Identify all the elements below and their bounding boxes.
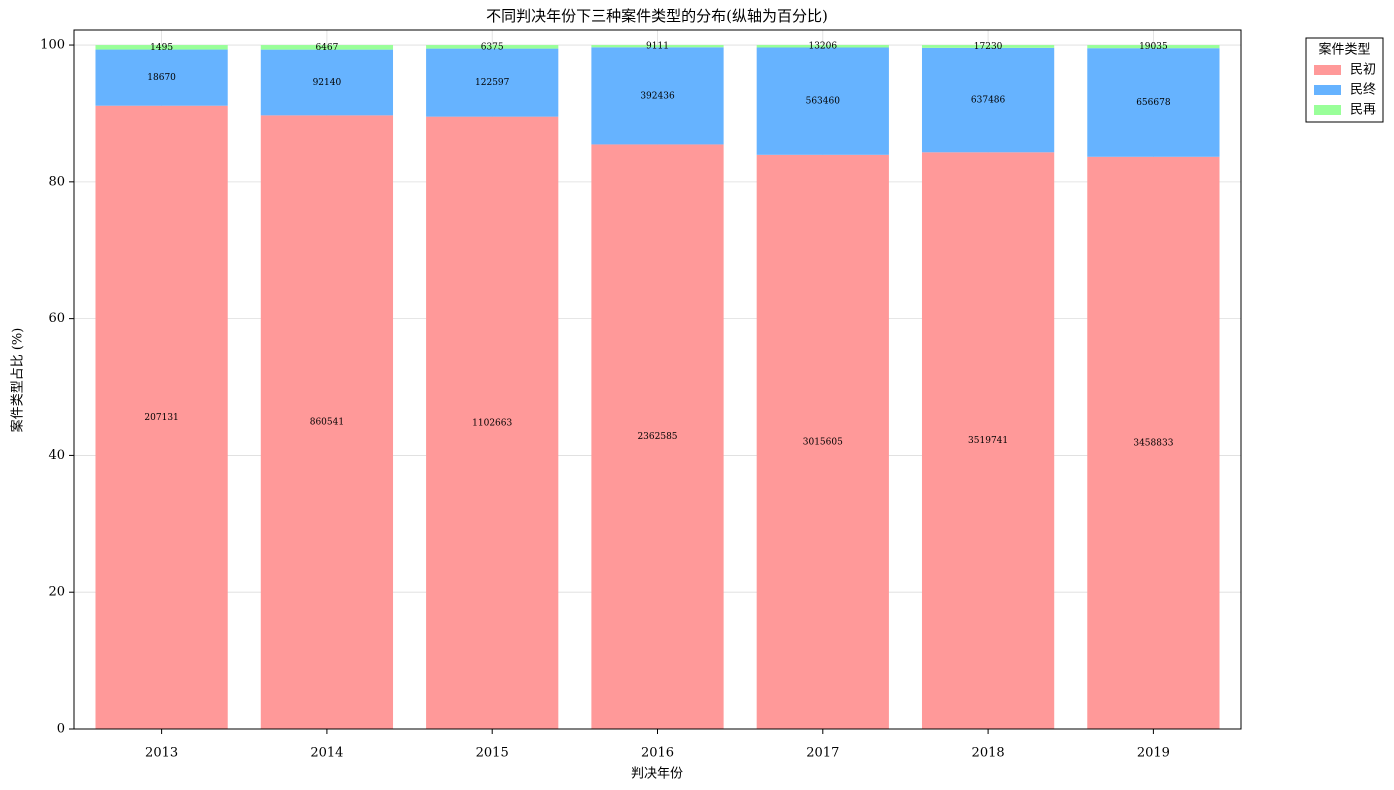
value-label: 860541 — [310, 418, 344, 428]
value-label: 2362585 — [637, 432, 677, 442]
bar-segment — [756, 154, 889, 730]
bar-segment — [591, 45, 724, 48]
x-axis-label: 判决年份 — [631, 767, 683, 782]
value-label: 1495 — [150, 43, 173, 53]
x-tick-label: 2016 — [641, 746, 674, 761]
bar-segment — [426, 48, 559, 117]
value-label: 207131 — [144, 413, 178, 423]
value-label: 13206 — [808, 42, 837, 52]
bar-segment — [260, 115, 394, 729]
bar-segment — [1087, 156, 1220, 730]
bar-segment — [260, 45, 394, 50]
value-label: 122597 — [475, 78, 510, 88]
value-label: 3519741 — [968, 436, 1008, 446]
bar-segment — [95, 49, 228, 106]
bar-segment — [1087, 45, 1220, 49]
value-label: 17230 — [974, 42, 1003, 52]
bar-segment — [95, 45, 228, 50]
value-label: 1102663 — [472, 418, 512, 428]
legend-swatch — [1314, 85, 1341, 95]
y-tick-label: 60 — [48, 311, 65, 326]
y-tick-label: 80 — [48, 174, 65, 189]
legend-label: 民初 — [1350, 63, 1376, 78]
bar-segment — [591, 144, 724, 729]
legend-swatch — [1314, 105, 1341, 115]
value-label: 19035 — [1139, 42, 1168, 52]
x-tick-label: 2018 — [972, 746, 1005, 761]
value-label: 92140 — [313, 78, 342, 88]
bar-segment — [921, 152, 1055, 730]
value-label: 637486 — [971, 96, 1006, 106]
x-tick-label: 2017 — [806, 746, 839, 761]
bar-segment — [756, 47, 889, 155]
y-tick-label: 0 — [57, 722, 65, 737]
bar-segment — [426, 45, 559, 49]
bar-segment — [756, 44, 889, 48]
value-label: 563460 — [806, 97, 841, 107]
x-tick-label: 2014 — [310, 746, 343, 761]
value-label: 392436 — [640, 91, 675, 101]
bar-segment — [260, 49, 394, 116]
bar-segment — [1087, 48, 1220, 157]
value-label: 656678 — [1136, 98, 1171, 108]
value-label: 18670 — [147, 73, 176, 83]
legend-swatch — [1314, 65, 1341, 75]
legend-label: 民再 — [1350, 103, 1376, 118]
value-label: 9111 — [646, 42, 669, 52]
y-tick-label: 100 — [40, 38, 65, 53]
bar-segment — [591, 47, 724, 145]
value-label: 3015605 — [803, 437, 843, 447]
bar-segment — [95, 105, 228, 729]
legend-title: 案件类型 — [1318, 43, 1370, 58]
value-label: 6467 — [315, 43, 338, 53]
chart-title: 不同判决年份下三种案件类型的分布(纵轴为百分比) — [486, 7, 828, 25]
value-label: 6375 — [481, 42, 504, 52]
x-tick-label: 2015 — [476, 746, 509, 761]
y-tick-label: 20 — [48, 585, 65, 600]
legend-label: 民终 — [1350, 82, 1376, 98]
bar-segment — [426, 116, 559, 729]
bar-segment — [921, 47, 1055, 153]
bar-segment — [921, 45, 1055, 48]
y-axis-label: 案件类型占比 (%) — [11, 328, 26, 433]
x-tick-label: 2019 — [1137, 746, 1170, 761]
value-label: 3458833 — [1133, 438, 1173, 448]
plot-frame — [73, 29, 1242, 730]
y-tick-label: 40 — [48, 448, 65, 463]
x-tick-label: 2013 — [145, 746, 178, 761]
